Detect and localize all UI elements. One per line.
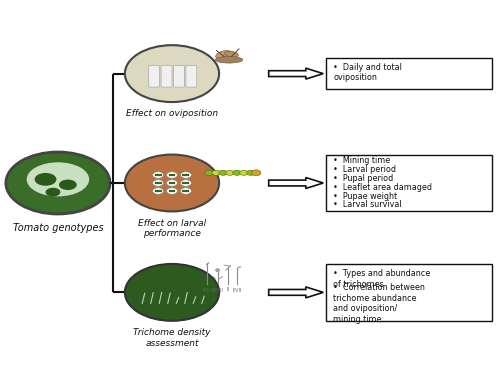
Ellipse shape [232, 170, 241, 175]
FancyBboxPatch shape [326, 155, 492, 211]
Text: I/VII: I/VII [232, 287, 242, 292]
Ellipse shape [125, 264, 219, 321]
Text: •  Mining time: • Mining time [333, 156, 390, 165]
FancyBboxPatch shape [326, 58, 492, 89]
Ellipse shape [212, 170, 220, 175]
FancyBboxPatch shape [326, 264, 492, 321]
FancyBboxPatch shape [148, 66, 160, 87]
Ellipse shape [46, 188, 60, 197]
Ellipse shape [34, 173, 56, 186]
Ellipse shape [205, 170, 214, 175]
Text: •  Larval survival: • Larval survival [333, 201, 402, 209]
Text: •  Types and abundance
of trichomes: • Types and abundance of trichomes [333, 269, 430, 289]
Text: •  Daily and total
oviposition: • Daily and total oviposition [333, 63, 402, 82]
Ellipse shape [6, 152, 110, 214]
Ellipse shape [125, 154, 219, 212]
Ellipse shape [152, 180, 164, 186]
Text: •  Correlation between
trichome abundance
and oviposition/
mining time: • Correlation between trichome abundance… [333, 283, 425, 324]
Text: VI/VII: VI/VII [211, 287, 224, 292]
Ellipse shape [226, 170, 234, 175]
Polygon shape [268, 178, 324, 188]
Ellipse shape [219, 170, 228, 175]
Ellipse shape [26, 162, 89, 197]
Ellipse shape [152, 172, 164, 178]
Ellipse shape [166, 180, 177, 186]
Ellipse shape [166, 172, 177, 178]
Ellipse shape [246, 170, 255, 175]
Ellipse shape [180, 188, 192, 194]
Ellipse shape [216, 51, 232, 59]
Ellipse shape [180, 172, 192, 178]
Ellipse shape [240, 170, 248, 175]
Text: •  Larval period: • Larval period [333, 165, 396, 173]
Ellipse shape [152, 188, 164, 194]
Text: Effect on larval
performance: Effect on larval performance [138, 219, 206, 238]
Ellipse shape [224, 51, 238, 57]
FancyBboxPatch shape [186, 66, 197, 87]
Text: •  Pupae weight: • Pupae weight [333, 191, 398, 201]
Text: •  Pupal period: • Pupal period [333, 173, 394, 183]
Polygon shape [268, 287, 324, 298]
Ellipse shape [252, 170, 261, 176]
Text: Effect on oviposition: Effect on oviposition [126, 109, 218, 118]
Ellipse shape [125, 45, 219, 102]
Text: •  Leaflet area damaged: • Leaflet area damaged [333, 183, 432, 191]
Ellipse shape [180, 180, 192, 186]
Ellipse shape [166, 188, 177, 194]
Polygon shape [268, 68, 324, 79]
FancyBboxPatch shape [161, 66, 172, 87]
Ellipse shape [59, 180, 77, 190]
Circle shape [216, 269, 220, 272]
Text: Tomato genotypes: Tomato genotypes [12, 223, 103, 233]
Text: I/IV: I/IV [202, 287, 210, 292]
Text: II: II [226, 287, 229, 292]
Text: Trichome density
assessment: Trichome density assessment [133, 328, 210, 347]
FancyBboxPatch shape [174, 66, 184, 87]
Ellipse shape [216, 56, 242, 63]
